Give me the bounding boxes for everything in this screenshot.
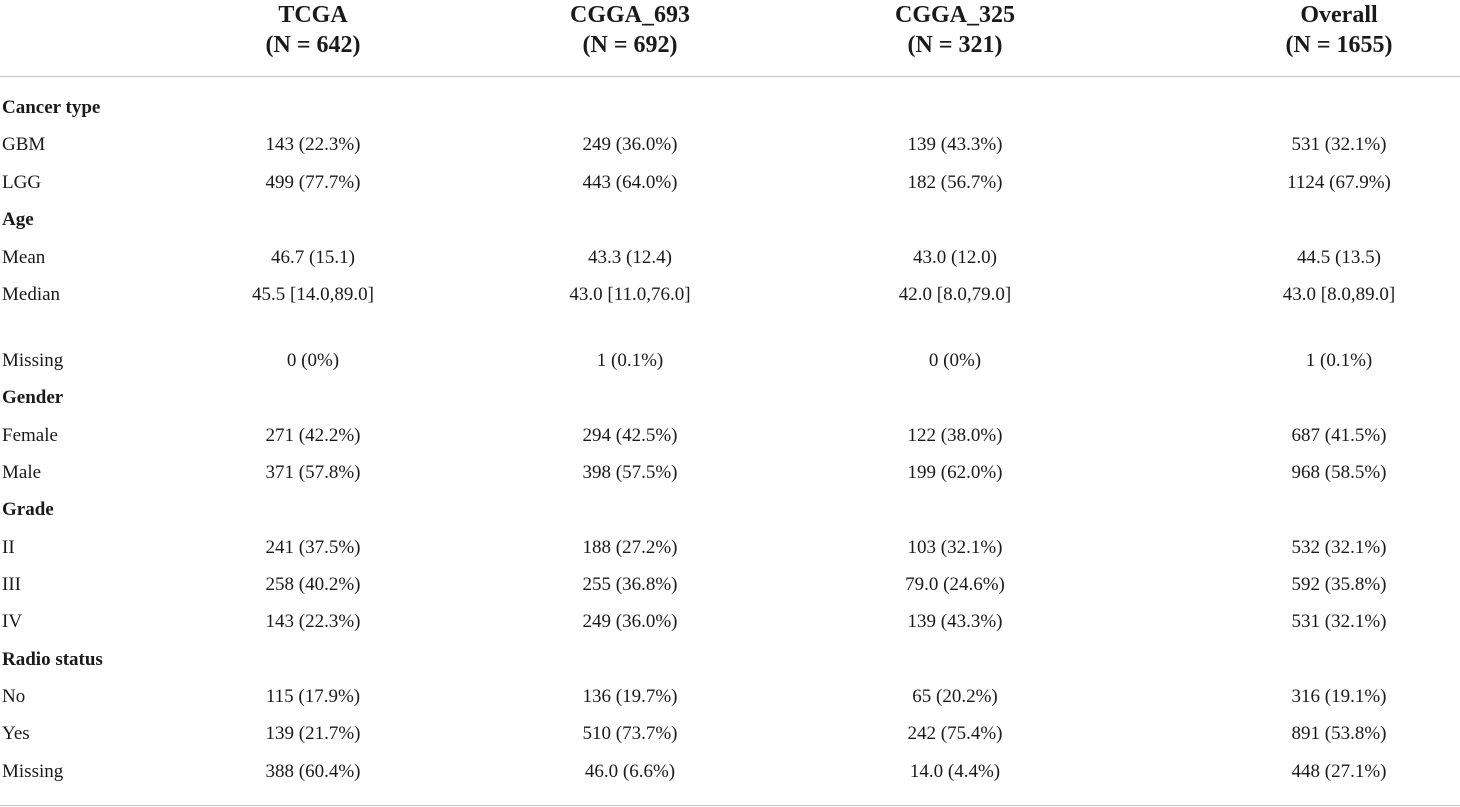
cell-tcga: 46.7 (15.1) [271,247,355,268]
cell-overall: 448 (27.1%) [1291,761,1387,782]
row-label: Male [2,462,42,483]
section-label: Radio status [2,649,103,670]
row-label: Median [2,284,61,305]
cell-cgga-325: 139 (43.3%) [907,611,1003,632]
cell-tcga: 271 (42.2%) [265,425,361,446]
cell-tcga: 143 (22.3%) [265,611,361,632]
cell-tcga: 0 (0%) [286,350,340,371]
section-label: Cancer type [2,97,101,118]
cell-tcga: 371 (57.8%) [265,462,361,483]
cell-overall: 531 (32.1%) [1291,611,1387,632]
cell-overall: 1 (0.1%) [1305,350,1373,371]
column-header-count: (N = 321) [907,32,1003,58]
cell-tcga: 115 (17.9%) [265,686,361,707]
row-label: LGG [2,172,42,193]
row-label: Missing [2,761,64,782]
column-header-name: CGGA_693 [570,2,690,28]
row-label: Missing [2,350,64,371]
row-label: No [2,686,26,707]
section-label: Age [2,209,34,230]
cell-overall: 531 (32.1%) [1291,134,1387,155]
cell-cgga-325: 65 (20.2%) [912,686,998,707]
cell-overall: 316 (19.1%) [1291,686,1387,707]
row-label: III [2,574,21,595]
cell-cgga-693: 136 (19.7%) [582,686,678,707]
cell-overall: 968 (58.5%) [1291,462,1387,483]
column-header-cgga-693: CGGA_693 (N = 692) [530,0,730,60]
cell-cgga-693: 43.3 (12.4) [588,247,672,268]
row-label: Female [2,425,58,446]
column-header-count: (N = 1655) [1285,32,1393,58]
cell-tcga: 388 (60.4%) [265,761,361,782]
cell-cgga-325: 103 (32.1%) [907,537,1003,558]
cell-cgga-325: 43.0 (12.0) [913,247,997,268]
cell-cgga-693: 249 (36.0%) [582,611,678,632]
cell-overall: 592 (35.8%) [1291,574,1387,595]
table-bottom-divider [0,805,1460,806]
cell-cgga-693: 443 (64.0%) [582,172,678,193]
row-label: Mean [2,247,46,268]
cell-cgga-693: 46.0 (6.6%) [584,761,676,782]
cell-cgga-693: 255 (36.8%) [582,574,678,595]
cell-overall: 891 (53.8%) [1291,723,1387,744]
cell-cgga-693: 43.0 [11.0,76.0] [569,284,691,305]
cell-cgga-325: 42.0 [8.0,79.0] [898,284,1012,305]
column-header-tcga: TCGA (N = 642) [213,0,413,60]
section-label: Gender [2,387,64,408]
cell-tcga: 258 (40.2%) [265,574,361,595]
header-divider [0,76,1460,77]
column-header-name: TCGA [278,2,348,28]
cell-cgga-325: 79.0 (24.6%) [905,574,1005,595]
cell-tcga: 45.5 [14.0,89.0] [252,284,374,305]
row-label: IV [2,611,23,632]
cell-cgga-325: 199 (62.0%) [907,462,1003,483]
cell-tcga: 143 (22.3%) [265,134,361,155]
cell-cgga-325: 242 (75.4%) [907,723,1003,744]
cell-cgga-325: 182 (56.7%) [907,172,1003,193]
cell-cgga-693: 294 (42.5%) [582,425,678,446]
cell-overall: 687 (41.5%) [1291,425,1387,446]
cell-cgga-693: 398 (57.5%) [582,462,678,483]
cell-tcga: 139 (21.7%) [265,723,361,744]
column-header-name: Overall [1300,2,1378,28]
cell-cgga-693: 1 (0.1%) [596,350,664,371]
column-header-cgga-325: CGGA_325 (N = 321) [855,0,1055,60]
row-label: Yes [2,723,30,744]
cell-overall: 532 (32.1%) [1291,537,1387,558]
cell-cgga-325: 14.0 (4.4%) [909,761,1001,782]
cell-cgga-693: 188 (27.2%) [582,537,678,558]
cell-overall: 44.5 (13.5) [1297,247,1381,268]
section-label: Grade [2,499,54,520]
column-header-count: (N = 692) [582,32,678,58]
row-label: II [2,537,15,558]
cell-overall: 43.0 [8.0,89.0] [1282,284,1396,305]
cell-cgga-693: 510 (73.7%) [582,723,678,744]
column-header-count: (N = 642) [265,32,361,58]
row-label: GBM [2,134,46,155]
column-header-name: CGGA_325 [895,2,1015,28]
cell-overall: 1124 (67.9%) [1287,172,1391,193]
cell-cgga-325: 139 (43.3%) [907,134,1003,155]
cell-tcga: 241 (37.5%) [265,537,361,558]
cell-cgga-693: 249 (36.0%) [582,134,678,155]
cell-cgga-325: 122 (38.0%) [907,425,1003,446]
column-header-overall: Overall (N = 1655) [1239,0,1439,60]
cell-tcga: 499 (77.7%) [265,172,361,193]
cell-cgga-325: 0 (0%) [928,350,982,371]
